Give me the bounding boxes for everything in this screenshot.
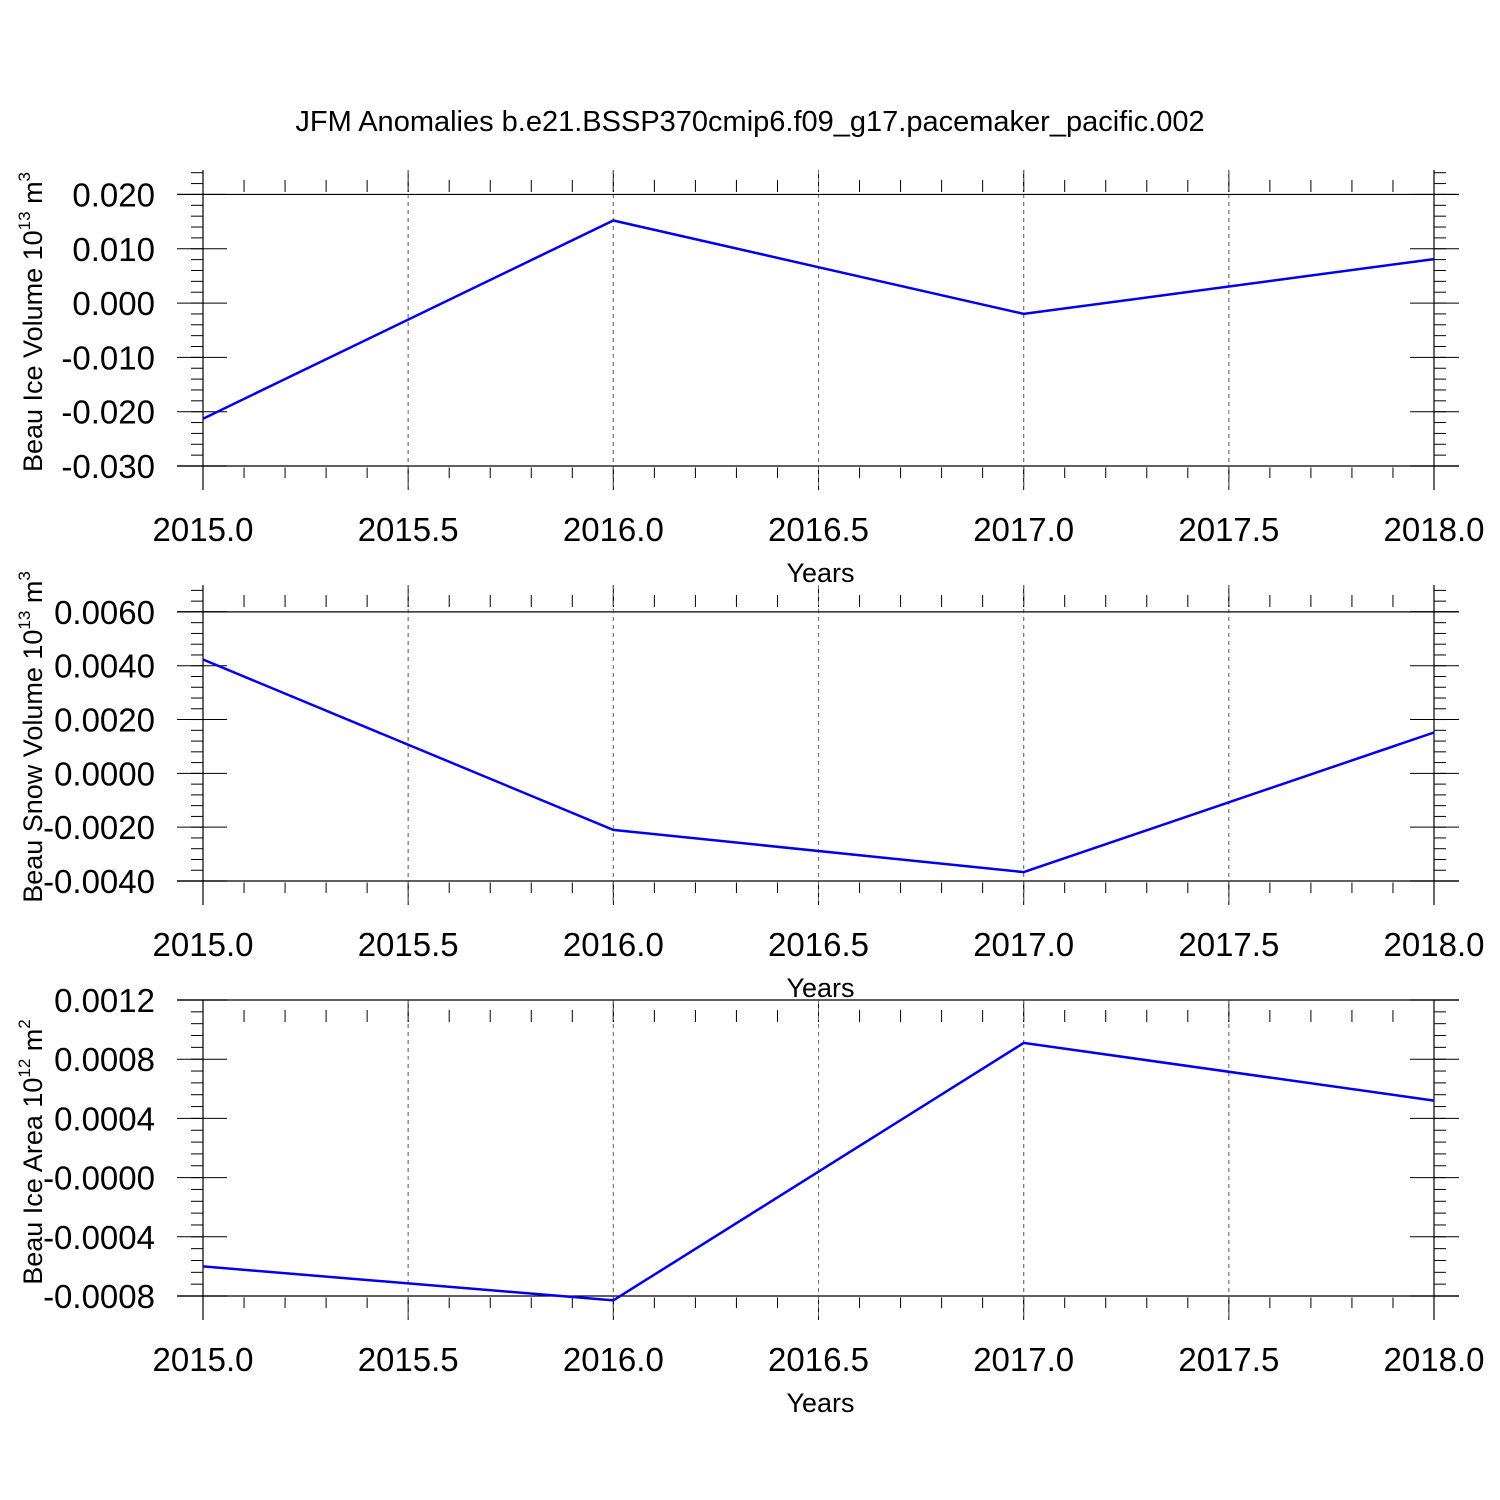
- y-tick-label: 0.0008: [54, 1041, 155, 1078]
- x-tick-label: 2017.0: [973, 1341, 1074, 1378]
- y-tick-label: -0.030: [61, 448, 155, 485]
- y-tick-label: -0.0004: [43, 1219, 155, 1256]
- x-tick-label: 2016.0: [563, 926, 664, 963]
- y-tick-label: -0.0040: [43, 863, 155, 900]
- panel-2: 2015.0 2015.5 2016.0 2016.5 2017.0 2017.5 2018…: [15, 571, 1484, 1003]
- x-tick-label: 2015.5: [358, 1341, 459, 1378]
- x-tick-label: 2016.0: [563, 511, 664, 548]
- x-axis-label: Years: [786, 558, 854, 588]
- x-tick-label: 2017.0: [973, 511, 1074, 548]
- y-tick-label: 0.0060: [54, 594, 155, 631]
- x-tick-label: 2016.0: [563, 1341, 664, 1378]
- x-tick-label: 2016.5: [768, 926, 869, 963]
- x-axis-label: Years: [786, 973, 854, 1003]
- x-tick-label: 2017.5: [1178, 1341, 1279, 1378]
- x-tick-label: 2018.0: [1384, 926, 1485, 963]
- x-tick-label: 2017.5: [1178, 926, 1279, 963]
- x-tick-label: 2017.5: [1178, 511, 1279, 548]
- y-tick-label: -0.0000: [43, 1160, 155, 1197]
- y-tick-label: -0.010: [61, 339, 155, 376]
- x-tick-label: 2015.5: [358, 511, 459, 548]
- series-line: [202, 219, 1435, 420]
- y-tick-label: 0.0004: [54, 1100, 155, 1137]
- y-tick-label: 0.0012: [54, 982, 155, 1019]
- y-tick-label: -0.020: [61, 394, 155, 431]
- x-tick-label: 2015.0: [153, 511, 254, 548]
- y-axis-label: Beau Ice Volume 1013 m3: [15, 172, 48, 472]
- series-line: [202, 1041, 1435, 1302]
- y-tick-label: 0.0040: [54, 648, 155, 685]
- panels: 2015.0 2015.5 2016.0 2016.5 2017.0 2017.5 2018…: [15, 170, 1484, 1418]
- x-tick-label: 2016.5: [768, 1341, 869, 1378]
- x-axis-label: Years: [786, 1388, 854, 1418]
- y-tick-label: 0.020: [72, 176, 155, 213]
- x-tick-label: 2018.0: [1384, 1341, 1485, 1378]
- y-axis-label: Beau Ice Area 1012 m2: [15, 1019, 48, 1285]
- y-tick-label: -0.0008: [43, 1278, 155, 1315]
- x-tick-label: 2017.0: [973, 926, 1074, 963]
- y-tick-label: -0.0020: [43, 809, 155, 846]
- x-tick-label: 2018.0: [1384, 511, 1485, 548]
- y-tick-label: 0.000: [72, 285, 155, 322]
- y-axis-label: Beau Snow Volume 1013 m3: [15, 571, 48, 903]
- x-tick-label: 2015.0: [153, 1341, 254, 1378]
- y-tick-label: 0.010: [72, 231, 155, 268]
- x-tick-label: 2015.0: [153, 926, 254, 963]
- series-line: [202, 658, 1435, 874]
- panel-3: 2015.0 2015.5 2016.0 2016.5 2017.0 2017.5 2018…: [15, 982, 1484, 1418]
- x-tick-label: 2016.5: [768, 511, 869, 548]
- y-tick-label: 0.0000: [54, 755, 155, 792]
- panel-1: 2015.0 2015.5 2016.0 2016.5 2017.0 2017.5 2018…: [15, 170, 1484, 588]
- chart-title: JFM Anomalies b.e21.BSSP370cmip6.f09_g17…: [295, 106, 1204, 138]
- y-tick-label: 0.0020: [54, 702, 155, 739]
- x-tick-label: 2015.5: [358, 926, 459, 963]
